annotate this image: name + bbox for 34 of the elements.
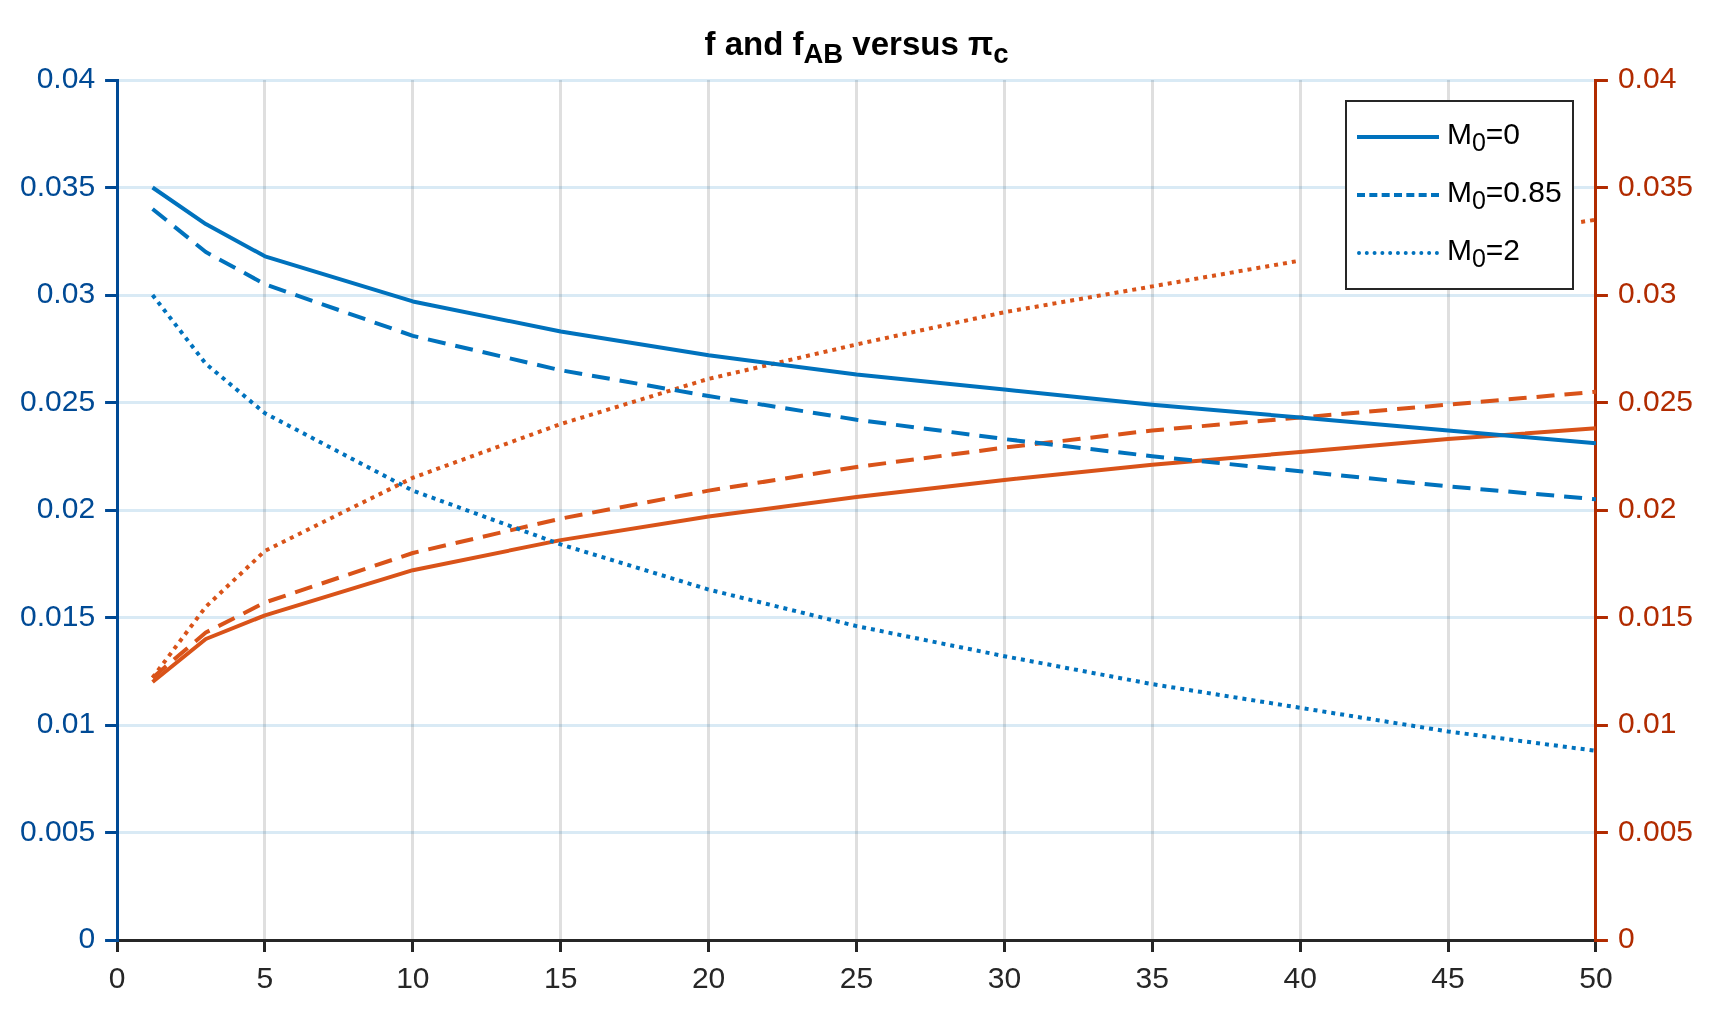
x-tick-label: 10 (396, 961, 430, 995)
y2-tick-label: 0.03 (1617, 276, 1677, 310)
x-tick-label: 35 (1135, 961, 1169, 995)
y2-tick-label: 0.02 (1617, 491, 1677, 525)
legend-label: M$_{0}$=2 (1446, 233, 1521, 273)
x-tick-label: 5 (256, 961, 274, 995)
y2-tick-label: 0.035 (1617, 168, 1693, 202)
x-tick-label: 30 (987, 961, 1022, 995)
x-tick-label: 15 (544, 961, 578, 995)
chart-title: f and f$_{AB}$ versus π$_{c}$ (704, 25, 1009, 70)
y-tick-label: 0.035 (20, 168, 96, 202)
y2-tick-label: 0.025 (1617, 383, 1693, 417)
legend-label: M$_{0}$=0.85 (1446, 175, 1562, 215)
x-tick-label: 50 (1579, 961, 1613, 995)
y-tick-label: 0.03 (36, 276, 96, 310)
y2-tick-label: 0.005 (1617, 813, 1693, 847)
y-tick-label: 0.005 (20, 813, 96, 847)
x-tick-label: 20 (691, 961, 726, 995)
x-tick-label: 25 (839, 961, 874, 995)
y-tick-label: 0 (78, 921, 96, 955)
x-tick-label: 0 (108, 961, 126, 995)
y-tick-label: 0.025 (20, 383, 96, 417)
y-tick-label: 0.01 (36, 706, 96, 740)
y-tick-label: 0.02 (36, 491, 96, 525)
y-tick-label: 0.04 (36, 61, 96, 95)
y2-tick-label: 0 (1617, 921, 1635, 955)
x-tick-label: 40 (1283, 961, 1317, 995)
y-tick-label: 0.015 (20, 598, 96, 632)
y2-tick-label: 0.015 (1617, 598, 1693, 632)
x-tick-label: 45 (1431, 961, 1465, 995)
legend-label: M$_{0}$=0 (1446, 117, 1521, 157)
line-series (150, 207, 1596, 502)
y2-tick-label: 0.01 (1617, 706, 1677, 740)
y2-tick-label: 0.04 (1617, 61, 1677, 95)
